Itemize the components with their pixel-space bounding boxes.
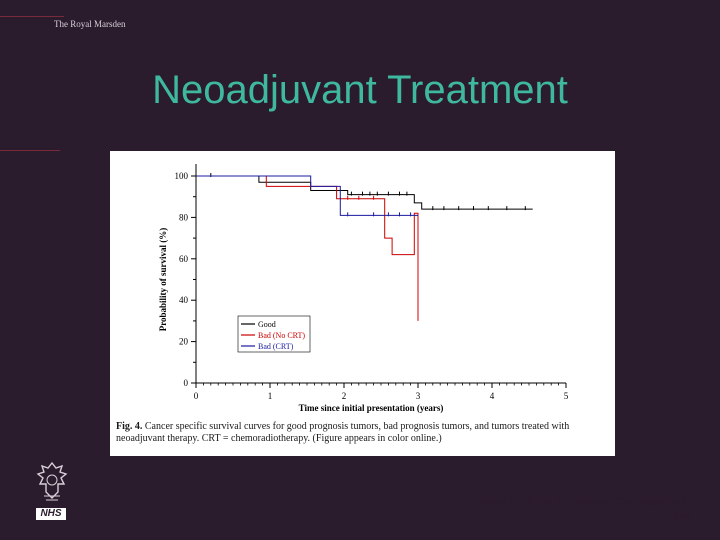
series-line-bad-crt [196, 175, 418, 216]
royal-marsden-crest-icon [36, 461, 68, 501]
x-tick-label: 5 [564, 391, 569, 401]
slide-title: Neoadjuvant Treatment [152, 68, 568, 112]
x-axis-title: Time since initial presentation (years) [299, 403, 444, 413]
x-tick-label: 4 [490, 391, 495, 401]
side-rule [0, 150, 60, 151]
nhs-logo: NHS [36, 508, 66, 520]
x-tick-label: 2 [342, 391, 347, 401]
survival-chart: 0 20 40 60 80 100 0 1 2 3 4 5 Time since initial pre… [158, 164, 569, 413]
y-tick-label: 0 [184, 378, 189, 388]
legend-label: Bad (No CRT) [258, 331, 305, 340]
y-tick-label: 60 [179, 254, 189, 264]
series-line-bad-no-crt [196, 175, 419, 321]
brand-name: The Royal Marsden [54, 19, 126, 29]
y-tick-label: 20 [179, 337, 189, 347]
citation: Burton 2006 Int. J. Radiation Oncology B… [473, 494, 690, 523]
chart-axes: 0 20 40 60 80 100 0 1 2 3 4 5 Time since initial pre… [158, 164, 569, 413]
header-rule [0, 16, 64, 17]
y-tick-label: 40 [179, 295, 189, 305]
legend-label: Good [258, 320, 276, 329]
y-axis-title: Probability of survival (%) [158, 228, 168, 332]
figure-caption-text: Cancer specific survival curves for good… [116, 421, 570, 444]
y-tick-label: 100 [175, 171, 189, 181]
x-tick-label: 0 [194, 391, 199, 401]
x-tick-label: 3 [416, 391, 421, 401]
series-line-good [196, 175, 533, 210]
legend-label: Bad (CRT) [258, 342, 294, 351]
figure-caption: Fig. 4. Cancer specific survival curves … [116, 421, 611, 445]
figure-caption-label: Fig. 4. [116, 421, 143, 432]
chart-legend: Good Bad (No CRT) Bad (CRT) [237, 315, 311, 353]
y-tick-label: 80 [179, 212, 189, 222]
x-tick-label: 1 [268, 391, 273, 401]
figure-panel: 0 20 40 60 80 100 0 1 2 3 4 5 Time since initial pre… [110, 151, 615, 456]
chart-series [196, 173, 533, 321]
